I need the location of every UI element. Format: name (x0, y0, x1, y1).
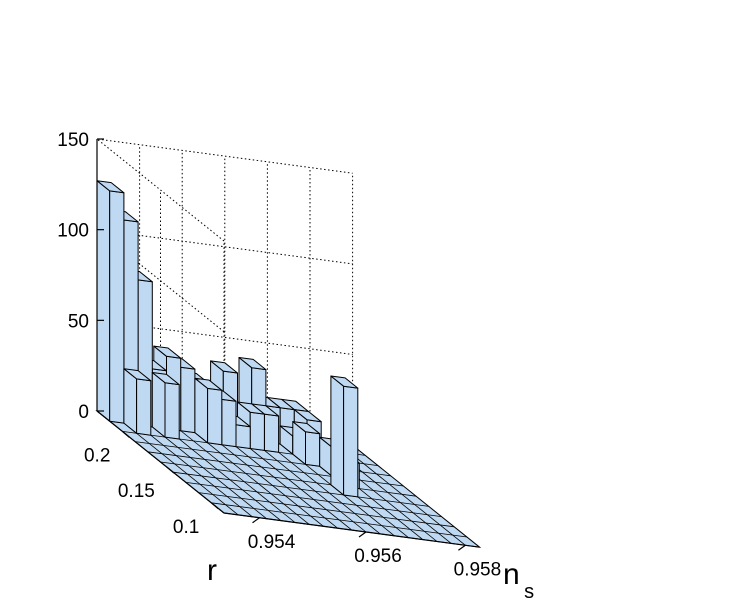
bar-0-9 (96, 180, 125, 424)
ns-tick-label-1: 0.956 (354, 546, 402, 567)
z-tick-label-0: 0 (78, 402, 89, 423)
ns-axis-line (223, 512, 480, 548)
r-tick-label-1: 0.15 (118, 481, 155, 502)
bar-6-8 (194, 377, 223, 446)
r-tick-mark-2 (210, 502, 219, 510)
bar-3-8 (151, 372, 180, 440)
ns-tick-mark-2 (458, 544, 466, 551)
r-axis-line (96, 410, 225, 514)
bar-12-7 (292, 421, 321, 467)
bar-12-4 (330, 375, 359, 498)
r-tick-label-0: 0.2 (84, 445, 110, 466)
x-axis-label: n s (503, 558, 534, 603)
y-axis-label: r (207, 554, 217, 587)
ns-tick-label-2: 0.958 (454, 559, 502, 580)
z-tick-label-2: 100 (57, 221, 89, 242)
floor-line-j-5 (160, 461, 417, 497)
ns-tick-mark-0 (252, 517, 260, 524)
bar-1-8 (123, 368, 152, 436)
z-tick-label-1: 50 (68, 311, 89, 332)
floor-line-j-3 (185, 482, 442, 517)
r-tick-mark-0 (122, 430, 130, 438)
x-axis-label-subscript: s (524, 581, 534, 603)
chart-ticks: 0 50 100 150 0.2 0.15 0.1 0.954 0.956 0.958 (57, 130, 501, 580)
floor-line-j-1 (211, 502, 467, 538)
floor-line-j-4 (173, 471, 429, 507)
x-axis-label-main: n (503, 558, 520, 591)
floor-line-j-2 (198, 492, 455, 528)
floor-line-j-6 (147, 451, 404, 487)
ns-tick-label-0: 0.954 (248, 532, 296, 553)
r-tick-label-2: 0.1 (173, 517, 199, 538)
z-tick-label-3: 150 (57, 130, 89, 151)
chart-bars (96, 180, 360, 498)
ns-tick-mark-1 (358, 531, 367, 538)
r-tick-mark-1 (166, 466, 175, 474)
